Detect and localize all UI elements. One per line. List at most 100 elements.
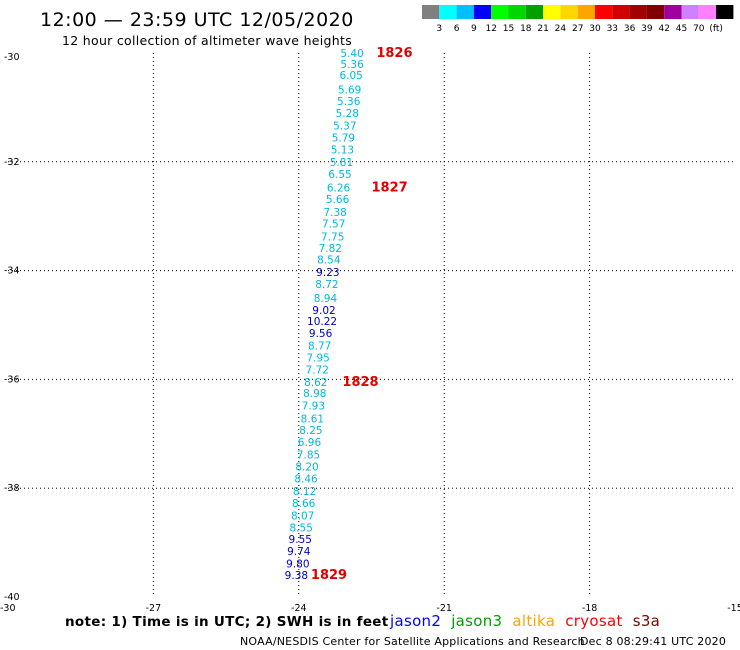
colorbar-swatch — [473, 5, 492, 19]
wave-height-value: 9.38 — [285, 570, 308, 582]
colorbar-swatch — [646, 5, 665, 19]
time-label: 1827 — [372, 180, 408, 195]
wave-height-value: 5.28 — [336, 108, 359, 120]
colorbar-label: 9 — [471, 24, 477, 34]
colorbar-label: 18 — [520, 24, 532, 34]
lon-tick-label: -18 — [582, 603, 598, 614]
grid-lines — [8, 53, 735, 597]
wave-height-value: 8.77 — [308, 341, 331, 353]
wave-height-value: 8.66 — [292, 498, 316, 510]
satellite-cryosat: cryosat — [565, 612, 622, 630]
wave-height-value: 7.85 — [297, 449, 320, 461]
satellite-s3a: s3a — [633, 612, 660, 630]
wave-height-value: 8.61 — [301, 414, 324, 426]
time-label: 1829 — [311, 568, 347, 583]
wave-height-value: 9.80 — [286, 558, 309, 570]
colorbar-swatch — [698, 5, 717, 19]
colorbar-swatch — [456, 5, 474, 19]
colorbar-label: 70 — [693, 24, 705, 34]
wave-height-value: 9.74 — [287, 546, 311, 558]
wave-height-value: 9.23 — [316, 267, 339, 279]
colorbar-swatch — [525, 5, 544, 19]
wave-height-value: 8.25 — [299, 425, 322, 437]
colorbar-swatch — [543, 5, 561, 19]
wave-height-value: 5.37 — [333, 120, 356, 132]
colorbar-label: 15 — [503, 24, 514, 34]
wave-height-value: 7.75 — [321, 231, 344, 243]
wave-height-value: 5.66 — [326, 194, 350, 206]
satellite-jason3: jason3 — [450, 612, 502, 630]
lon-tick-label: -27 — [146, 603, 162, 614]
wave-height-value: 8.07 — [291, 510, 314, 522]
colorbar-label: 33 — [607, 24, 618, 34]
wave-height-value: 8.54 — [317, 255, 341, 267]
time-labels: 1826 1827 1828 1829 — [311, 46, 413, 583]
colorbar-swatch — [439, 5, 457, 19]
colorbar-label: 30 — [589, 24, 601, 34]
colorbar-label: 36 — [624, 24, 636, 34]
wave-height-value: 8.94 — [314, 293, 338, 305]
lat-tick-label: -34 — [4, 266, 20, 277]
satellite-altika: altika — [512, 612, 555, 630]
map-subtitle: 12 hour collection of altimeter wave hei… — [62, 33, 352, 48]
lon-tick-label: -15 — [727, 603, 740, 614]
lon-tick-label-left: -30 — [0, 603, 16, 614]
colorbar-label: 45 — [676, 24, 687, 34]
wave-height-value: 9.55 — [289, 534, 312, 546]
wave-height-value: 5.79 — [332, 132, 355, 144]
colorbar-label: (ft) — [709, 24, 723, 34]
wave-height-value: 5.13 — [331, 144, 354, 156]
colorbar-swatch — [716, 5, 734, 19]
wave-height-value: 10.22 — [307, 316, 337, 328]
wave-height-value: 7.72 — [306, 365, 329, 377]
colorbar-swatch — [508, 5, 526, 19]
wave-height-value: 6.55 — [328, 169, 351, 181]
colorbar-label: 6 — [454, 24, 460, 34]
wave-height-value: 7.95 — [306, 353, 329, 365]
wave-height-value: 5.81 — [330, 157, 353, 169]
colorbar-label: 39 — [641, 24, 653, 34]
colorbar-swatch — [629, 5, 647, 19]
wave-height-value: 5.40 — [340, 48, 363, 60]
colorbar-label: 27 — [572, 24, 583, 34]
wave-height-value: 5.69 — [338, 84, 361, 96]
wave-height-value: 6.26 — [327, 182, 351, 194]
wave-height-value: 7.82 — [319, 243, 342, 255]
satellite-legend: jason2 jason3 altika cryosat s3a — [389, 612, 660, 630]
wave-height-value: 6.05 — [339, 70, 362, 82]
wave-height-value: 8.20 — [295, 461, 318, 473]
map-title: 12:00 — 23:59 UTC 12/05/2020 — [40, 9, 354, 31]
footer-timestamp: Dec 8 08:29:41 UTC 2020 — [580, 635, 726, 648]
colorbar-swatch — [595, 5, 613, 19]
wave-height-value: 5.36 — [337, 96, 361, 108]
colorbar-swatch — [560, 5, 578, 19]
colorbar-label: 42 — [658, 24, 669, 34]
wave-height-value: 8.55 — [290, 522, 313, 534]
satellite-jason2: jason2 — [389, 612, 441, 630]
colorbar-legend: 3 6 9 12 15 18 21 24 27 30 33 36 39 42 45 70 (ft) — [422, 5, 734, 34]
colorbar-swatch — [577, 5, 595, 19]
time-label: 1826 — [376, 46, 412, 61]
wave-height-value: 8.98 — [303, 388, 326, 400]
note-text: note: 1) Time is in UTC; 2) SWH is in fe… — [65, 614, 389, 630]
wave-height-value: 8.62 — [304, 377, 327, 389]
wave-height-value: 9.56 — [309, 328, 333, 340]
colorbar-swatch — [491, 5, 509, 19]
axis-tick-labels: -27 -24 -21 -18 -15-32-34-36-38-40-30-30 — [0, 52, 740, 614]
colorbar-swatch — [664, 5, 682, 19]
wave-height-value: 8.46 — [294, 473, 318, 485]
lon-tick-label: -24 — [291, 603, 307, 614]
lat-tick-label-top: -30 — [4, 52, 20, 63]
colorbar-label: 12 — [485, 24, 496, 34]
wave-height-value: 7.38 — [323, 207, 346, 219]
wave-height-value: 5.36 — [340, 59, 364, 71]
lat-tick-label: -38 — [4, 483, 20, 494]
colorbar-swatch — [422, 5, 440, 19]
wave-height-value: 8.12 — [293, 486, 316, 498]
wave-height-value: 7.57 — [322, 218, 345, 230]
lon-tick-label: -21 — [436, 603, 452, 614]
colorbar-label: 24 — [555, 24, 567, 34]
lat-tick-label: -32 — [4, 157, 20, 168]
colorbar-label: 21 — [537, 24, 548, 34]
